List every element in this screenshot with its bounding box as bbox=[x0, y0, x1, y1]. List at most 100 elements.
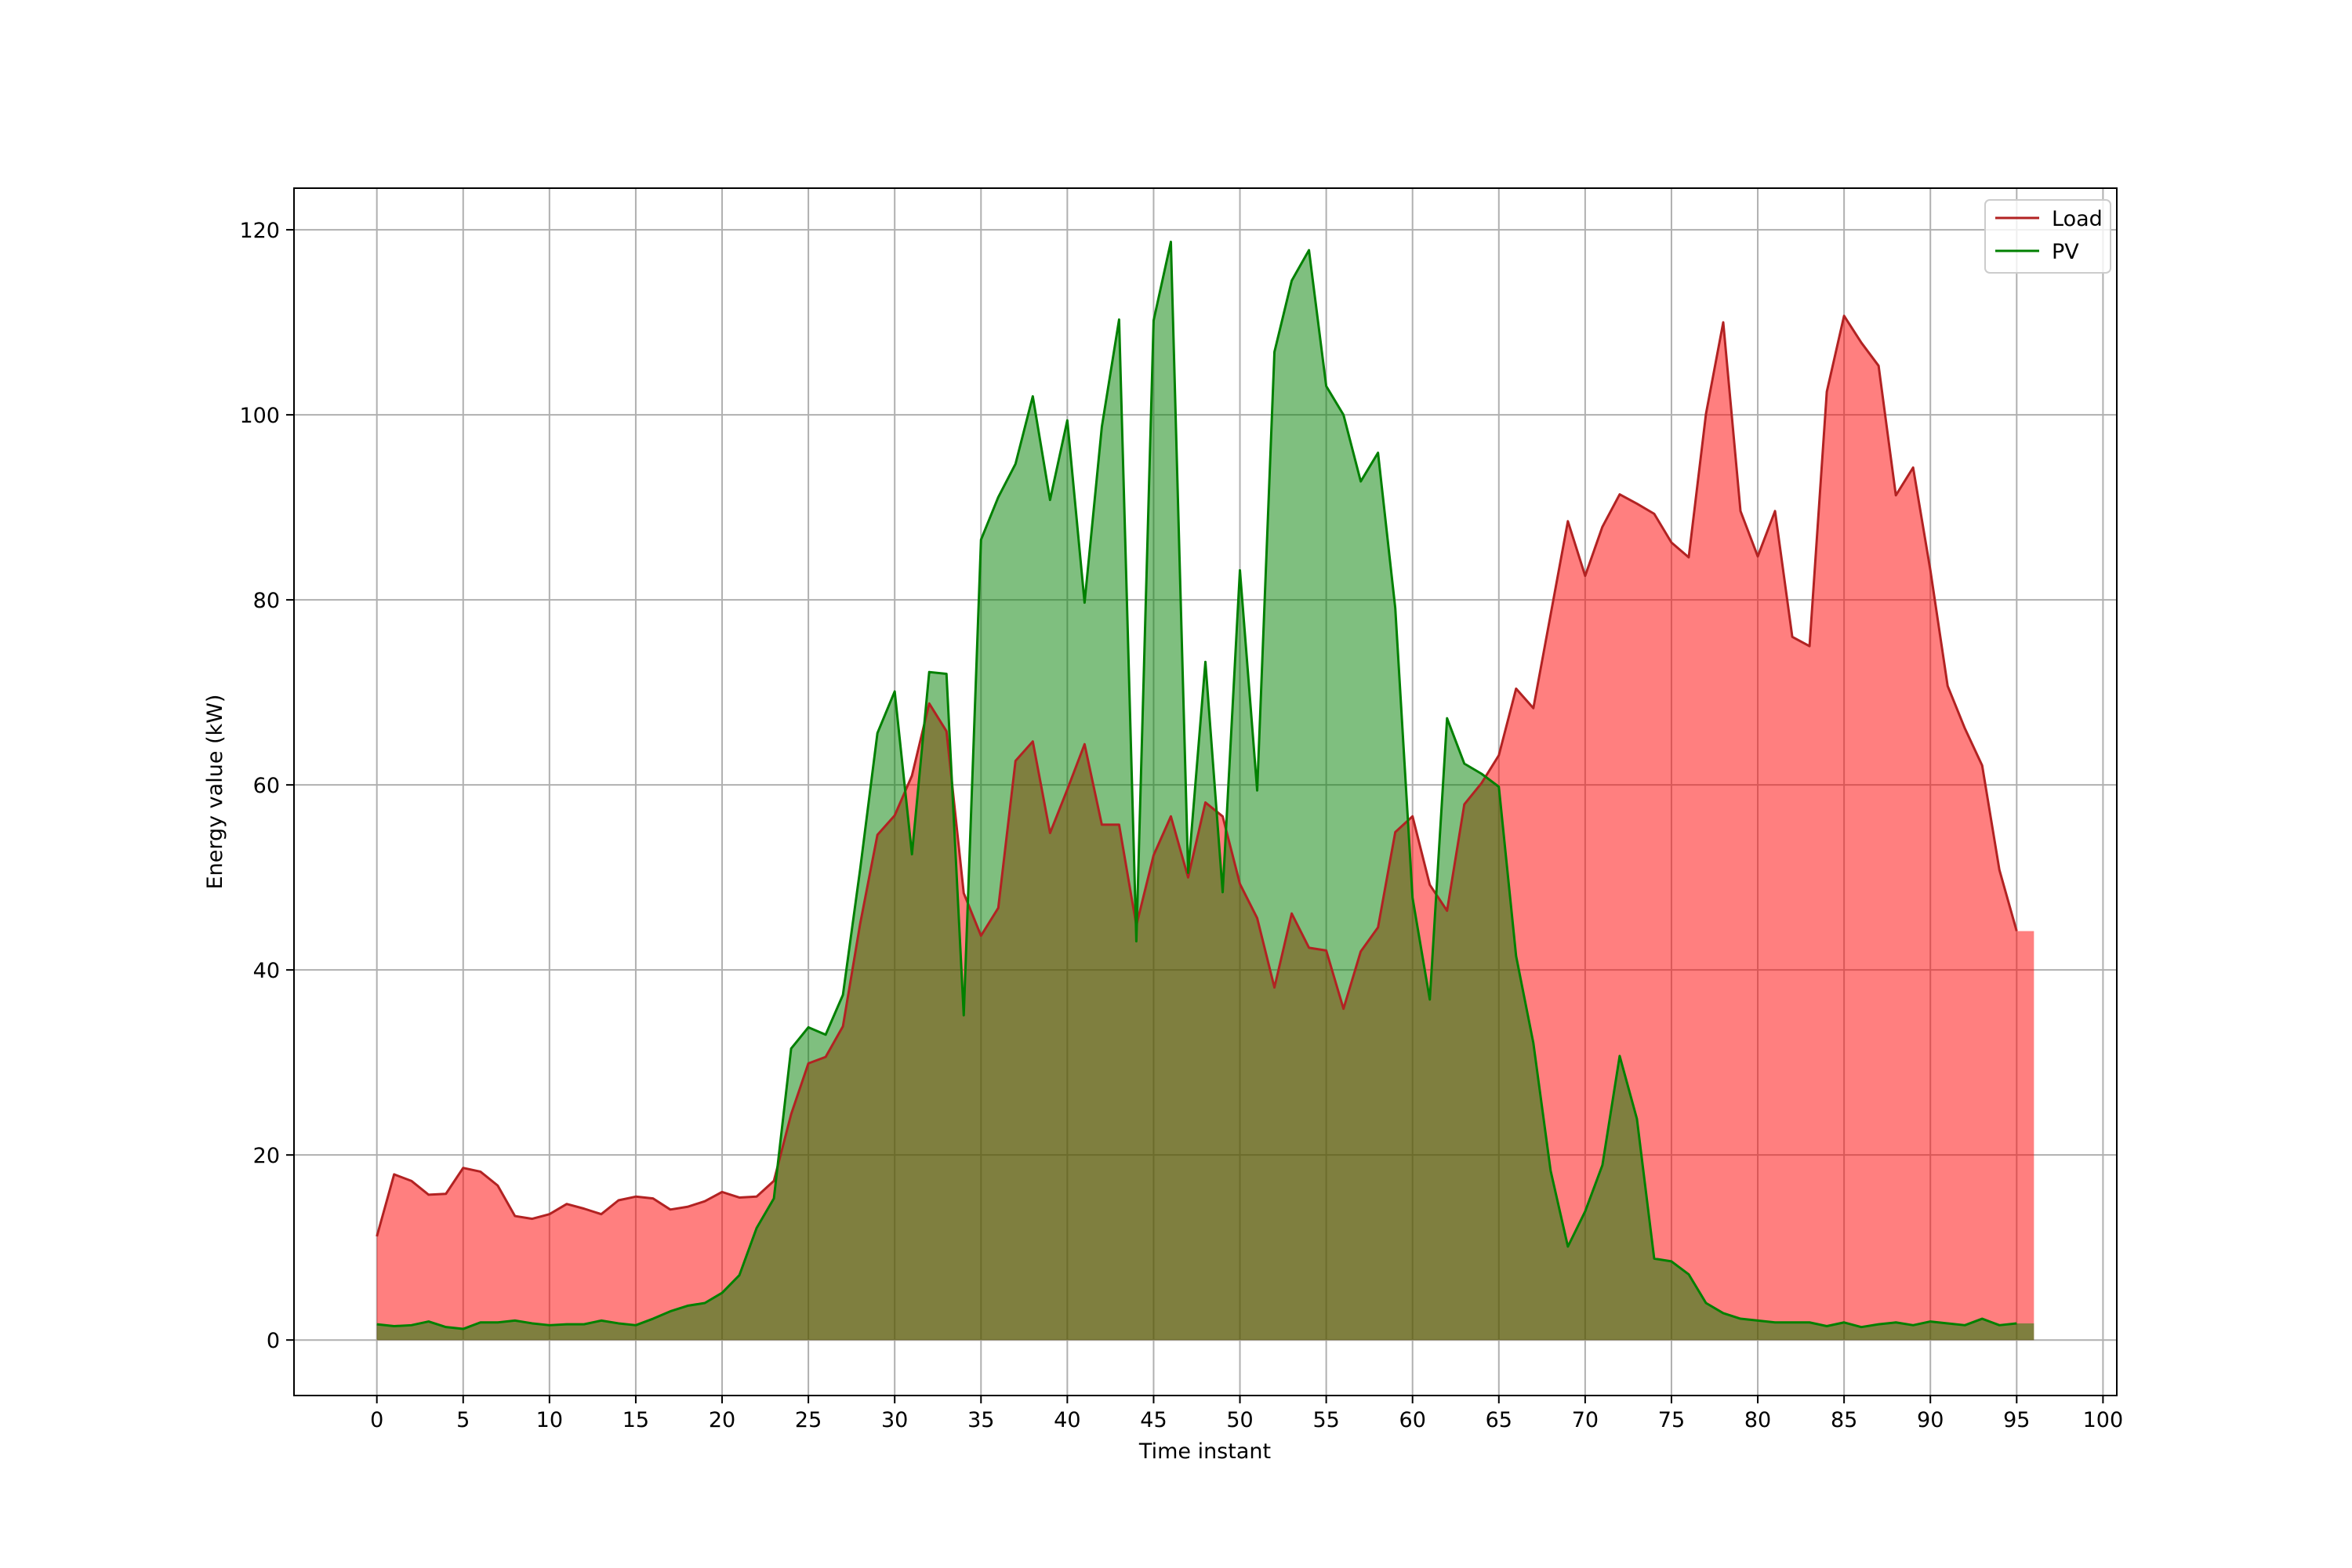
point-pv bbox=[1929, 1320, 1932, 1323]
legend-pv-label: PV bbox=[2052, 240, 2079, 264]
point-load bbox=[479, 1170, 482, 1173]
point-load bbox=[1290, 912, 1294, 915]
x-tick-label: 10 bbox=[536, 1408, 563, 1432]
point-load bbox=[927, 702, 931, 705]
x-tick-label: 30 bbox=[881, 1408, 908, 1432]
point-load bbox=[1566, 520, 1570, 523]
point-pv bbox=[1773, 1321, 1777, 1324]
point-load bbox=[1980, 764, 1984, 767]
point-pv bbox=[1980, 1317, 1984, 1320]
x-tick-label: 80 bbox=[1744, 1408, 1771, 1432]
point-pv bbox=[1842, 1321, 1846, 1324]
point-pv bbox=[1791, 1321, 1794, 1324]
point-load bbox=[1687, 556, 1690, 559]
point-load bbox=[1256, 916, 1259, 920]
point-load bbox=[1825, 390, 1828, 394]
x-tick-label: 25 bbox=[795, 1408, 822, 1432]
point-pv bbox=[1566, 1245, 1570, 1248]
point-pv bbox=[996, 495, 1000, 499]
point-pv bbox=[634, 1323, 637, 1327]
point-load bbox=[634, 1195, 637, 1198]
point-load bbox=[1446, 909, 1449, 913]
point-load bbox=[824, 1055, 827, 1058]
x-tick-label: 50 bbox=[1226, 1408, 1253, 1432]
point-pv bbox=[738, 1274, 741, 1277]
plot-frame bbox=[293, 187, 2118, 1396]
x-tick-label: 35 bbox=[967, 1408, 994, 1432]
y-tick-label: 120 bbox=[239, 219, 280, 243]
point-pv bbox=[927, 670, 931, 673]
point-pv bbox=[686, 1305, 689, 1308]
point-load bbox=[1048, 832, 1051, 835]
point-load bbox=[1428, 884, 1432, 887]
point-pv bbox=[1584, 1210, 1587, 1213]
point-load bbox=[652, 1197, 655, 1200]
point-load bbox=[893, 814, 896, 817]
point-load bbox=[1480, 782, 1483, 785]
point-load bbox=[1308, 946, 1311, 949]
point-pv bbox=[445, 1326, 448, 1329]
point-pv bbox=[1894, 1321, 1897, 1324]
point-pv bbox=[410, 1323, 413, 1327]
point-pv bbox=[703, 1301, 706, 1305]
x-tick-label: 75 bbox=[1658, 1408, 1685, 1432]
x-tick-label: 85 bbox=[1831, 1408, 1857, 1432]
point-load bbox=[1739, 510, 1742, 513]
point-load bbox=[1117, 823, 1120, 826]
point-pv bbox=[1860, 1326, 1863, 1329]
point-load bbox=[703, 1200, 706, 1203]
x-tick-label: 60 bbox=[1399, 1408, 1426, 1432]
point-pv bbox=[720, 1291, 724, 1294]
y-axis-ticks: 0 20 40 60 80 100 120 bbox=[239, 219, 294, 1353]
point-pv bbox=[496, 1321, 499, 1324]
point-pv bbox=[1963, 1323, 1966, 1327]
point-pv bbox=[1342, 413, 1345, 416]
point-pv bbox=[548, 1323, 551, 1327]
point-pv bbox=[393, 1324, 396, 1327]
point-load bbox=[1929, 568, 1932, 572]
point-load bbox=[445, 1192, 448, 1196]
point-pv bbox=[565, 1323, 568, 1326]
point-load bbox=[1946, 684, 1949, 688]
point-pv bbox=[755, 1226, 758, 1229]
point-pv bbox=[1239, 568, 1242, 572]
point-pv bbox=[514, 1319, 517, 1322]
point-load bbox=[1653, 512, 1656, 515]
point-pv bbox=[669, 1310, 672, 1313]
point-pv bbox=[1756, 1319, 1759, 1322]
point-pv bbox=[2015, 1322, 2018, 1325]
point-pv bbox=[427, 1320, 430, 1323]
point-pv bbox=[376, 1323, 379, 1326]
x-tick-label: 65 bbox=[1486, 1408, 1512, 1432]
point-pv bbox=[876, 731, 879, 735]
point-pv bbox=[1704, 1301, 1708, 1305]
point-load bbox=[1808, 644, 1811, 648]
legend: Load PV bbox=[1984, 199, 2111, 274]
point-load bbox=[738, 1196, 741, 1199]
point-pv bbox=[1308, 249, 1311, 252]
point-load bbox=[1083, 742, 1086, 746]
point-load bbox=[1722, 321, 1725, 324]
point-load bbox=[1911, 466, 1915, 469]
point-pv bbox=[1100, 425, 1103, 428]
y-tick-label: 0 bbox=[267, 1329, 280, 1353]
x-axis-label: Time instant bbox=[1138, 1439, 1271, 1464]
point-load bbox=[755, 1195, 758, 1198]
point-pv bbox=[1117, 318, 1120, 321]
point-pv bbox=[600, 1319, 603, 1322]
point-pv bbox=[1480, 772, 1483, 775]
point-pv bbox=[1722, 1312, 1725, 1315]
x-tick-label: 45 bbox=[1140, 1408, 1167, 1432]
point-load bbox=[1411, 815, 1414, 818]
y-tick-label: 40 bbox=[253, 959, 280, 983]
point-load bbox=[1877, 365, 1880, 368]
y-tick-label: 60 bbox=[253, 774, 280, 798]
point-load bbox=[1221, 815, 1225, 818]
point-load bbox=[531, 1218, 534, 1221]
point-pv bbox=[583, 1323, 586, 1326]
point-pv bbox=[789, 1047, 793, 1050]
point-load bbox=[1186, 876, 1189, 879]
point-load bbox=[996, 906, 1000, 909]
point-pv bbox=[807, 1025, 810, 1029]
point-pv bbox=[1877, 1323, 1880, 1326]
